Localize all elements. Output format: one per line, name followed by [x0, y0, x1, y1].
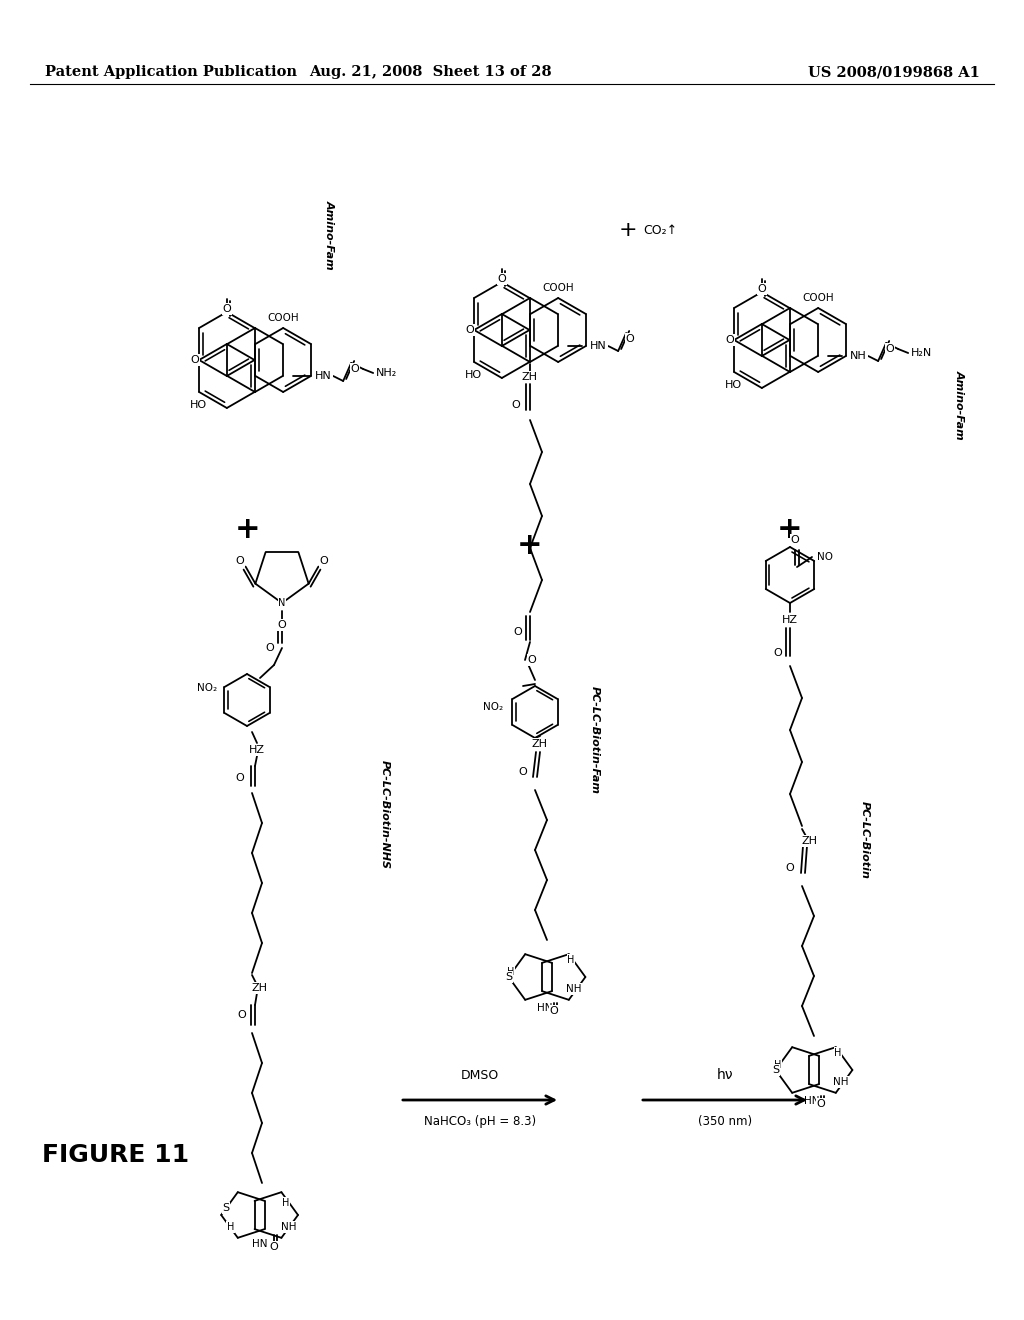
Text: CO₂↑: CO₂↑ — [643, 223, 677, 236]
Text: O: O — [725, 335, 734, 345]
Text: NH: NH — [833, 1077, 848, 1086]
Text: Aug. 21, 2008  Sheet 13 of 28: Aug. 21, 2008 Sheet 13 of 28 — [308, 65, 551, 79]
Text: H: H — [507, 968, 515, 977]
Text: O: O — [518, 767, 527, 777]
Text: O: O — [527, 655, 537, 665]
Text: US 2008/0199868 A1: US 2008/0199868 A1 — [808, 65, 980, 79]
Text: HN: HN — [315, 371, 332, 381]
Text: H: H — [283, 1199, 290, 1208]
Text: PC-LC-Biotin-Fam: PC-LC-Biotin-Fam — [590, 686, 600, 795]
Text: hν: hν — [717, 1068, 733, 1082]
Text: O: O — [466, 325, 474, 335]
Text: PC-LC-Biotin: PC-LC-Biotin — [860, 801, 870, 879]
Text: O: O — [817, 1098, 825, 1109]
Text: HN: HN — [590, 341, 607, 351]
Text: N: N — [279, 598, 286, 609]
Text: O: O — [351, 364, 359, 374]
Text: O: O — [222, 304, 231, 314]
Text: O: O — [278, 620, 287, 630]
Text: NO₂: NO₂ — [483, 702, 503, 711]
Text: O: O — [886, 345, 895, 354]
Text: O: O — [785, 863, 795, 873]
Text: O: O — [238, 1010, 247, 1020]
Text: HO: HO — [725, 380, 742, 389]
Text: NH: NH — [565, 983, 582, 994]
Text: O: O — [236, 774, 245, 783]
Text: NH: NH — [281, 1222, 296, 1232]
Text: O: O — [514, 627, 522, 638]
Text: O: O — [269, 1242, 279, 1251]
Text: S: S — [505, 972, 512, 982]
Text: PC-LC-Biotin-NHS: PC-LC-Biotin-NHS — [380, 760, 390, 870]
Text: O: O — [550, 1006, 558, 1015]
Text: (350 nm): (350 nm) — [698, 1115, 752, 1129]
Text: HO: HO — [465, 370, 482, 380]
Text: O: O — [758, 284, 766, 294]
Text: HN: HN — [804, 1097, 819, 1106]
Text: ZH: ZH — [532, 739, 548, 748]
Text: HO: HO — [189, 400, 207, 409]
Text: O: O — [773, 648, 782, 657]
Text: O: O — [512, 400, 520, 411]
Text: H: H — [835, 1048, 842, 1059]
Text: H: H — [567, 956, 574, 965]
Text: ZH: ZH — [252, 983, 268, 993]
Text: H: H — [774, 1060, 781, 1071]
Text: +: + — [236, 516, 261, 544]
Text: NO₂: NO₂ — [197, 682, 217, 693]
Text: HZ: HZ — [782, 615, 798, 624]
Text: COOH: COOH — [267, 313, 299, 323]
Text: DMSO: DMSO — [461, 1069, 499, 1082]
Text: H: H — [227, 1222, 234, 1232]
Text: COOH: COOH — [543, 284, 574, 293]
Text: +: + — [618, 220, 637, 240]
Text: HN: HN — [537, 1003, 552, 1014]
Text: NaHCO₃ (pH = 8.3): NaHCO₃ (pH = 8.3) — [424, 1115, 536, 1129]
Text: ZH: ZH — [522, 372, 538, 381]
Text: FIGURE 11: FIGURE 11 — [42, 1143, 189, 1167]
Text: ZH: ZH — [802, 836, 818, 846]
Text: O: O — [791, 535, 800, 545]
Text: +: + — [517, 531, 543, 560]
Text: H₂N: H₂N — [911, 348, 933, 358]
Text: O: O — [190, 355, 200, 366]
Text: O: O — [265, 643, 274, 653]
Text: Amino-Fam: Amino-Fam — [955, 370, 965, 440]
Text: O: O — [236, 556, 245, 566]
Text: S: S — [222, 1203, 229, 1213]
Text: NH: NH — [850, 351, 867, 360]
Text: Patent Application Publication: Patent Application Publication — [45, 65, 297, 79]
Text: Amino-Fam: Amino-Fam — [325, 201, 335, 269]
Text: O: O — [626, 334, 635, 345]
Text: HZ: HZ — [249, 744, 265, 755]
Text: S: S — [772, 1065, 779, 1074]
Text: +: + — [777, 516, 803, 544]
Text: NH₂: NH₂ — [376, 368, 397, 378]
Text: O: O — [498, 273, 506, 284]
Text: COOH: COOH — [803, 293, 834, 304]
Text: HN: HN — [252, 1239, 267, 1249]
Text: NO: NO — [817, 552, 833, 562]
Text: O: O — [319, 556, 329, 566]
